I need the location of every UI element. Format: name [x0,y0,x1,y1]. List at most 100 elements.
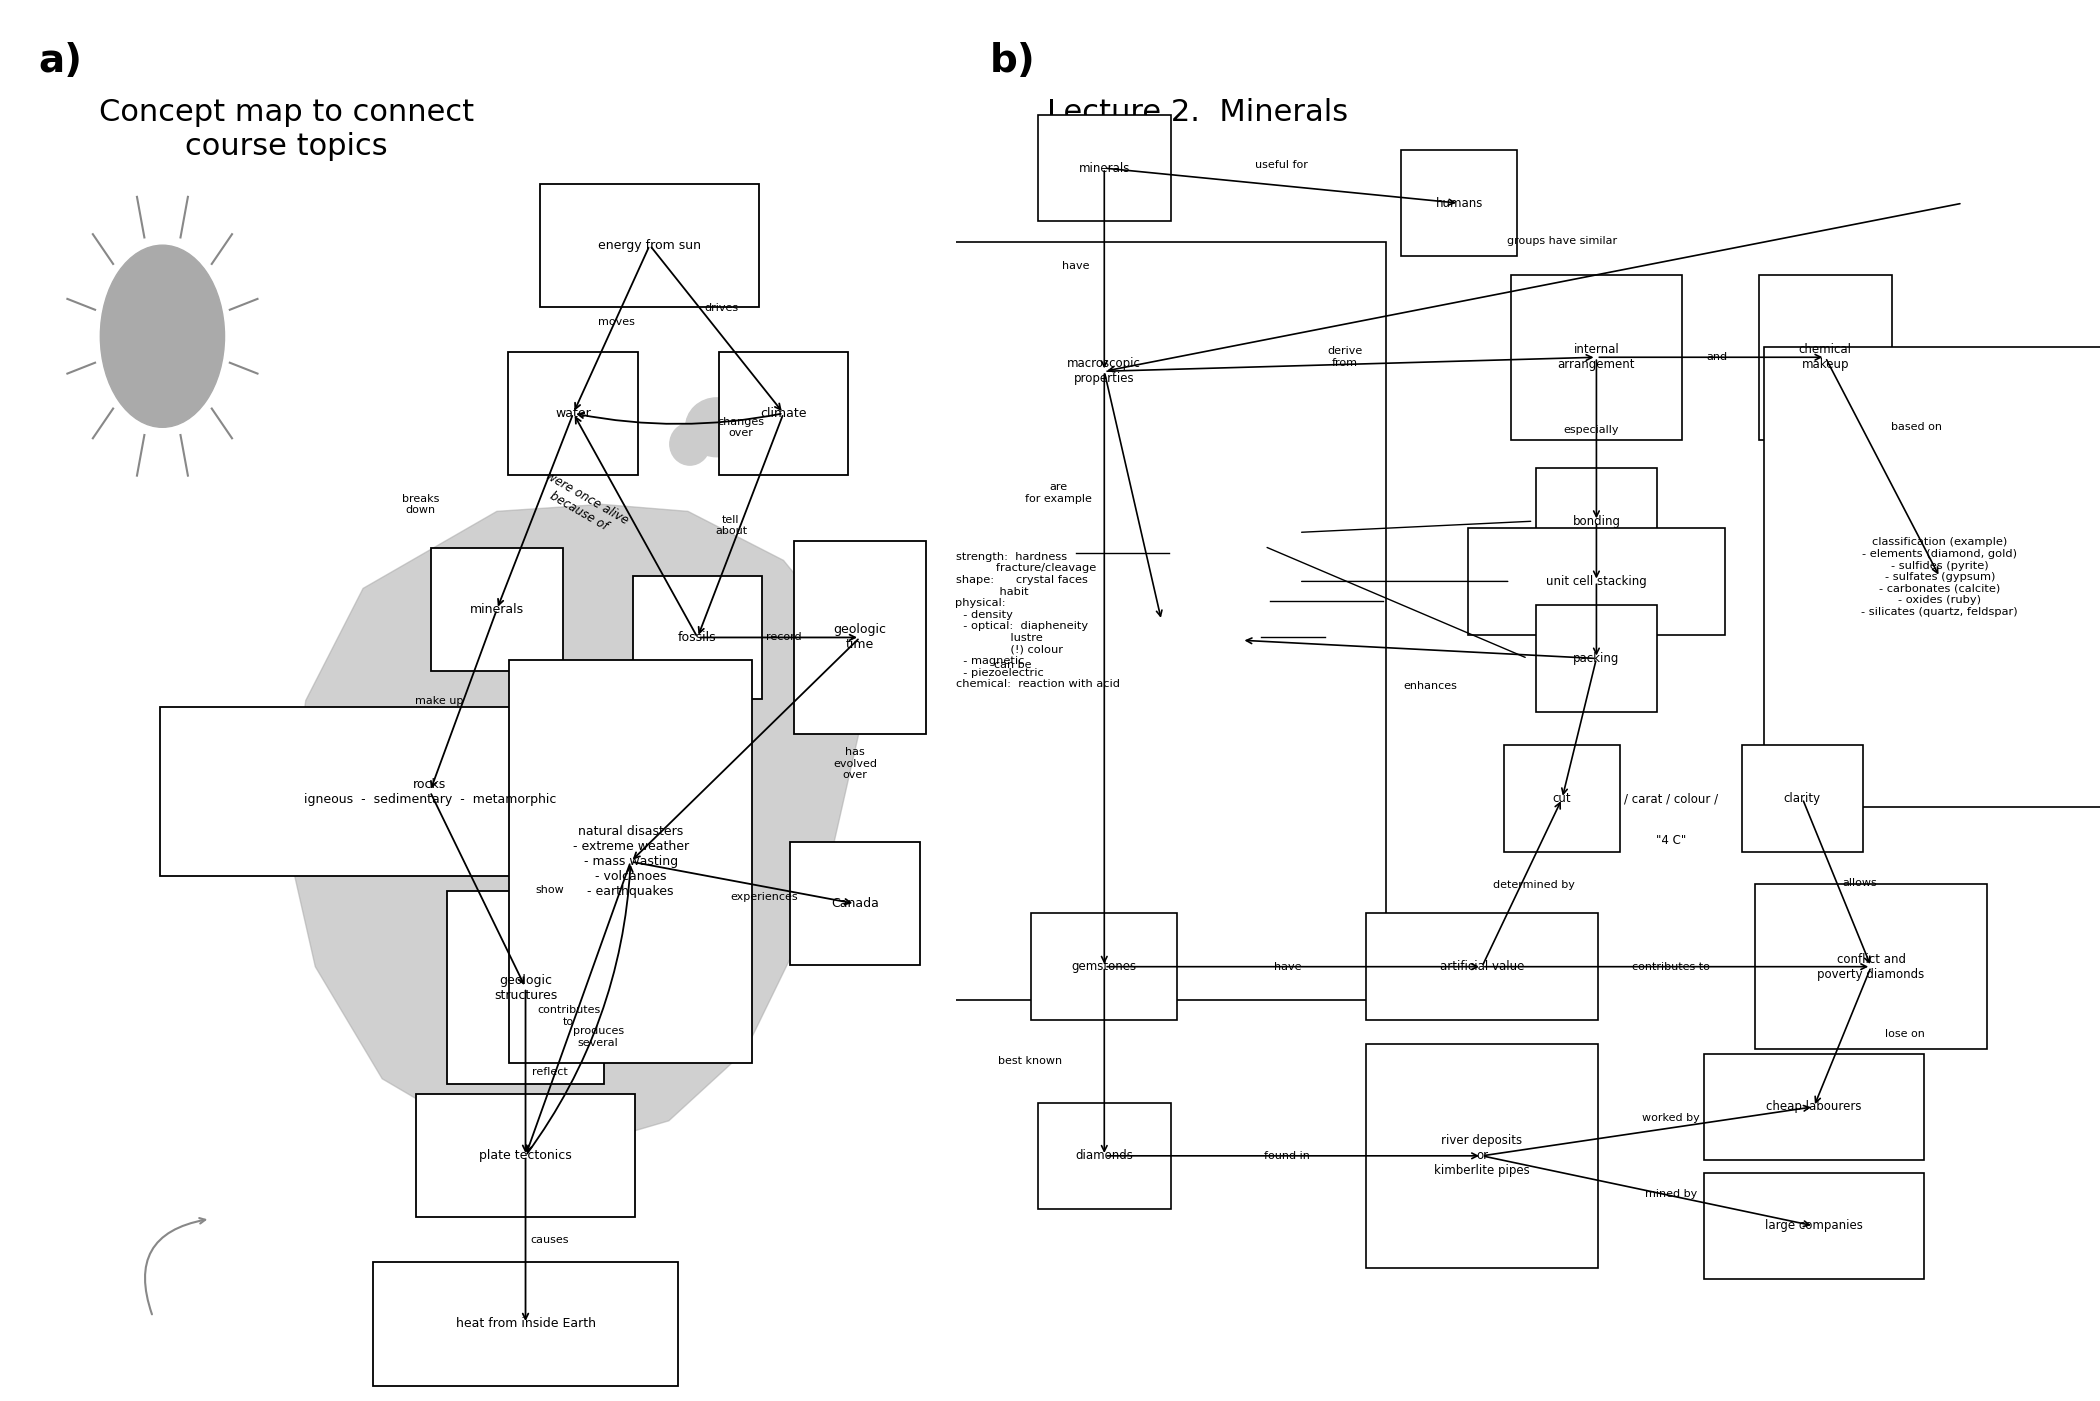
Text: geologic
time: geologic time [834,623,886,651]
Text: groups have similar: groups have similar [1508,235,1617,247]
Text: breaks
down: breaks down [401,493,439,516]
Text: water: water [554,406,592,420]
Text: especially: especially [1562,425,1619,436]
Text: changes
over: changes over [716,416,764,439]
FancyBboxPatch shape [540,184,758,307]
FancyBboxPatch shape [794,541,926,734]
Text: clarity: clarity [1783,792,1821,806]
Text: show: show [536,884,563,895]
Text: a): a) [38,42,82,80]
Text: based on: based on [1892,422,1943,433]
Text: experiences: experiences [731,891,798,902]
Text: mined by: mined by [1644,1188,1697,1199]
Text: has
evolved
over: has evolved over [834,747,878,780]
FancyBboxPatch shape [1468,528,1724,635]
Text: cut: cut [1552,792,1571,806]
FancyBboxPatch shape [1504,745,1621,852]
Text: have: have [1275,961,1302,972]
Text: fossils: fossils [678,630,716,644]
Text: produces
several: produces several [573,1026,624,1048]
Text: natural disasters
- extreme weather
- mass wasting
- volcanoes
- earthquakes: natural disasters - extreme weather - ma… [573,825,689,898]
Text: strength:  hardness
           fracture/cleavage
shape:      crystal faces
     : strength: hardness fracture/cleavage sha… [956,552,1119,689]
FancyBboxPatch shape [1703,1054,1924,1160]
Text: allows: allows [1842,877,1877,888]
Circle shape [101,245,225,427]
FancyBboxPatch shape [1365,1044,1598,1268]
Text: are
for example: are for example [1025,482,1092,504]
Text: contributes
to: contributes to [538,1005,601,1027]
Text: contributes to: contributes to [1632,961,1709,972]
FancyBboxPatch shape [1512,275,1682,440]
Text: heat from inside Earth: heat from inside Earth [456,1317,596,1331]
Ellipse shape [722,423,764,465]
Text: found in: found in [1264,1150,1310,1161]
FancyBboxPatch shape [1018,289,1189,454]
FancyBboxPatch shape [416,1094,634,1217]
FancyBboxPatch shape [1535,468,1657,574]
Text: causes: causes [529,1234,569,1245]
Text: best known: best known [998,1055,1063,1066]
Text: minerals: minerals [470,602,523,616]
Text: tell
about: tell about [714,514,748,537]
FancyBboxPatch shape [632,576,762,699]
Text: diamonds: diamonds [1075,1149,1134,1163]
FancyBboxPatch shape [447,891,605,1084]
FancyBboxPatch shape [1037,115,1172,221]
Text: climate: climate [760,406,806,420]
Text: chemical
makeup: chemical makeup [1800,343,1852,371]
Text: determined by: determined by [1493,880,1575,891]
Ellipse shape [670,423,710,465]
Text: energy from sun: energy from sun [598,238,701,252]
Text: make up: make up [416,695,464,706]
FancyBboxPatch shape [430,548,563,671]
Text: rocks
igneous  -  sedimentary  -  metamorphic: rocks igneous - sedimentary - metamorphi… [304,778,556,806]
Text: moves: moves [598,317,634,328]
Text: were once alive
because of: were once alive because of [536,469,630,539]
Text: can be: can be [993,660,1031,671]
FancyBboxPatch shape [1758,275,1892,440]
Text: lose on: lose on [1886,1028,1926,1040]
Text: and: and [1705,352,1726,363]
Text: worked by: worked by [1642,1112,1699,1124]
Text: artificial value: artificial value [1441,960,1525,974]
FancyBboxPatch shape [1031,913,1178,1020]
Text: minerals: minerals [1079,161,1130,175]
Text: internal
arrangement: internal arrangement [1558,343,1636,371]
Text: useful for: useful for [1256,160,1308,171]
FancyBboxPatch shape [1764,347,2100,807]
FancyBboxPatch shape [1037,1103,1172,1209]
FancyBboxPatch shape [1365,913,1598,1020]
Text: classification (example)
- elements (diamond, gold)
- sulfides (pyrite)
- sulfat: classification (example) - elements (dia… [1861,538,2018,616]
FancyBboxPatch shape [937,241,1386,1000]
FancyBboxPatch shape [1743,745,1863,852]
Text: packing: packing [1573,651,1619,665]
FancyBboxPatch shape [1756,884,1987,1049]
Text: record: record [766,632,802,643]
FancyBboxPatch shape [1703,1173,1924,1279]
Text: bonding: bonding [1573,514,1621,528]
FancyBboxPatch shape [372,1262,678,1386]
FancyBboxPatch shape [718,352,848,475]
Polygon shape [286,504,861,1149]
FancyBboxPatch shape [790,842,920,965]
Text: humans: humans [1436,196,1483,210]
Text: b): b) [989,42,1035,80]
Text: plate tectonics: plate tectonics [479,1149,571,1163]
FancyBboxPatch shape [160,706,701,877]
Text: river deposits
or
kimberlite pipes: river deposits or kimberlite pipes [1434,1135,1529,1177]
Text: / carat / colour /: / carat / colour / [1623,792,1718,806]
Text: reflect: reflect [531,1066,567,1077]
Ellipse shape [685,398,748,457]
Text: enhances: enhances [1403,681,1457,692]
Text: geologic
structures: geologic structures [494,974,556,1002]
Text: Canada: Canada [832,897,880,911]
Text: Lecture 2.  Minerals: Lecture 2. Minerals [1048,98,1348,127]
Text: cheap labourers: cheap labourers [1766,1100,1861,1114]
FancyBboxPatch shape [1535,605,1657,712]
Text: macroscopic
properties: macroscopic properties [1067,357,1140,385]
Text: Concept map to connect
course topics: Concept map to connect course topics [99,98,475,161]
Text: derive
from: derive from [1327,346,1363,368]
Text: have: have [1063,261,1090,272]
Text: gemstones: gemstones [1071,960,1136,974]
Text: "4 C": "4 C" [1655,834,1686,848]
